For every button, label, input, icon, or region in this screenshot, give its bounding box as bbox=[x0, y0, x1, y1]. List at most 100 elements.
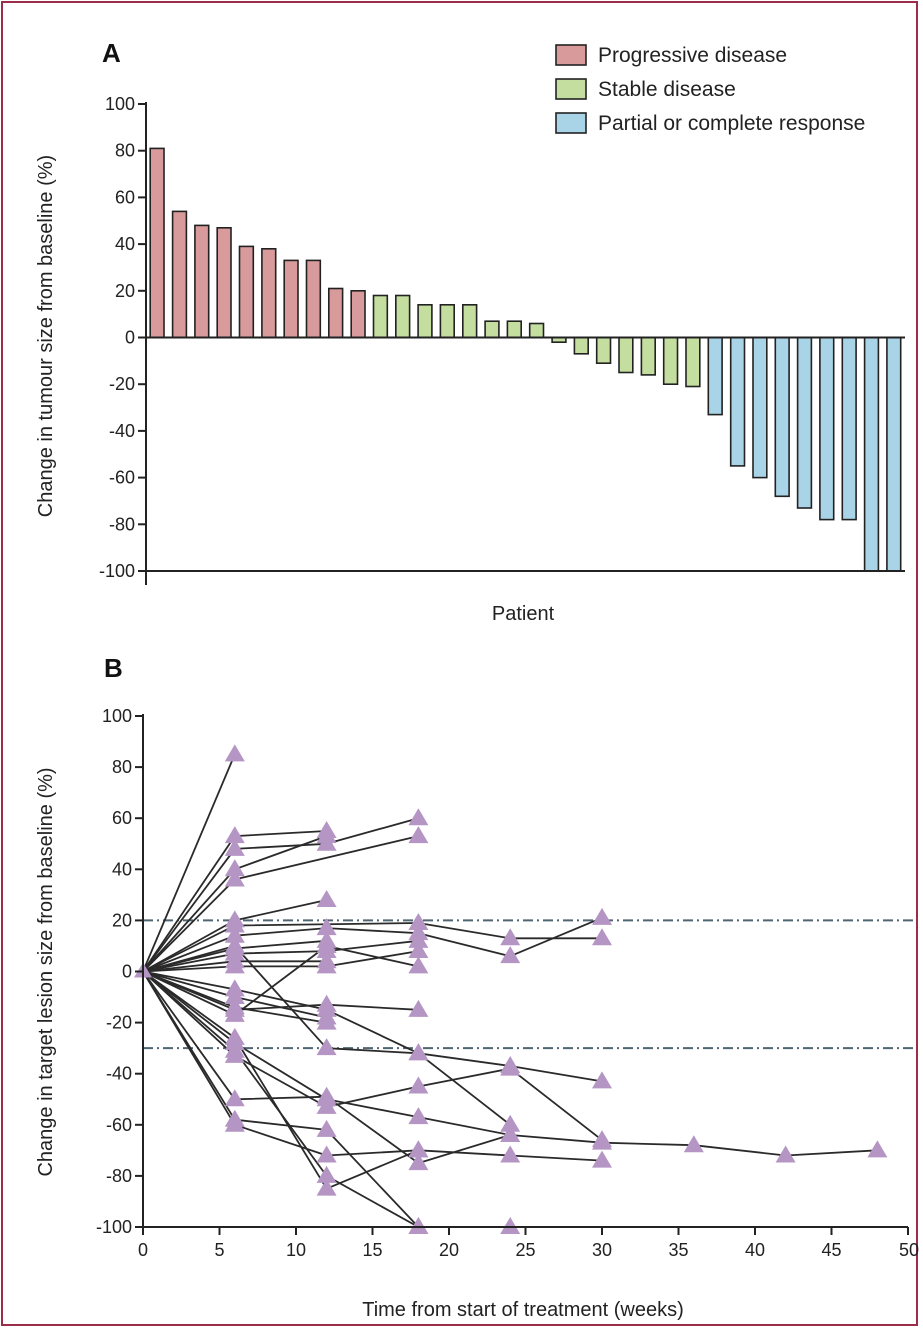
panel-b-x-tick-label: 10 bbox=[286, 1240, 306, 1260]
panel-a-axes: 100 80 60 40 20 0 -20 -40 -60 -80 -100 bbox=[99, 94, 905, 585]
data-point-marker bbox=[224, 956, 245, 974]
bar-patient-4 bbox=[216, 227, 232, 339]
patient-series-line-16 bbox=[142, 970, 419, 1011]
bar-patient-7 bbox=[283, 259, 299, 339]
legend-swatch-sd bbox=[555, 78, 587, 100]
data-point-marker bbox=[316, 994, 337, 1012]
data-point-marker bbox=[224, 935, 245, 953]
data-point-marker bbox=[500, 1145, 521, 1163]
legend-label-pr: Partial or complete response bbox=[598, 112, 865, 135]
panel-b-y-tick-label: 60 bbox=[112, 808, 132, 828]
bar-patient-18 bbox=[528, 322, 545, 339]
bar-patient-23 bbox=[640, 336, 657, 376]
bar-patient-5 bbox=[238, 245, 255, 339]
data-point-marker bbox=[408, 930, 429, 948]
data-point-marker bbox=[408, 808, 429, 826]
data-point-marker bbox=[592, 928, 612, 946]
data-point-marker bbox=[224, 1040, 245, 1058]
bar-patient-9 bbox=[327, 287, 344, 339]
bar-patient-8 bbox=[305, 259, 322, 339]
panel-b-y-tick-label: -20 bbox=[106, 1013, 132, 1033]
patient-series-line-10 bbox=[142, 939, 419, 973]
data-point-marker bbox=[224, 1004, 245, 1022]
legend-swatch-pr bbox=[555, 112, 587, 134]
data-point-marker bbox=[316, 1145, 337, 1163]
bar-patient-1 bbox=[149, 147, 165, 339]
bar-patient-29 bbox=[774, 336, 790, 498]
patient-series-line-19 bbox=[142, 970, 603, 1141]
legend-swatch-pd bbox=[555, 44, 587, 66]
bar-patient-25 bbox=[685, 336, 701, 388]
data-point-marker bbox=[316, 1165, 337, 1183]
panel-b-x-tick-label: 35 bbox=[668, 1240, 688, 1260]
data-point-marker bbox=[592, 1071, 612, 1089]
data-point-marker bbox=[500, 1217, 521, 1234]
panel-b-y-tick-label: 80 bbox=[112, 757, 132, 777]
bar-patient-11 bbox=[372, 294, 389, 339]
panel-b-spider-plot: B 100 80 60 40 20 0 -20 -40 -60 -80 -100 0 5 10 15 20 25… bbox=[35, 653, 919, 1321]
bar-patient-21 bbox=[595, 336, 612, 365]
panel-b-x-tick-label: 0 bbox=[138, 1240, 148, 1260]
bar-patient-14 bbox=[439, 303, 455, 339]
data-point-marker bbox=[500, 1058, 521, 1076]
patient-series-line-22 bbox=[142, 971, 603, 1162]
bar-patient-15 bbox=[461, 303, 478, 339]
bar-patient-30 bbox=[796, 336, 813, 509]
panel-a-y-tick-label: -80 bbox=[109, 514, 135, 534]
panel-b-x-tick-label: 5 bbox=[214, 1240, 224, 1260]
panel-a-bars bbox=[149, 147, 902, 572]
data-point-marker bbox=[408, 1153, 429, 1171]
data-point-marker bbox=[592, 907, 612, 925]
panel-b-x-tick-label: 20 bbox=[439, 1240, 459, 1260]
panel-a-label: A bbox=[102, 38, 121, 68]
panel-a-y-tick-label: 100 bbox=[105, 94, 135, 114]
bar-patient-27 bbox=[729, 336, 746, 467]
data-point-marker bbox=[408, 1043, 429, 1061]
patient-series-line-8 bbox=[142, 916, 603, 973]
bar-patient-16 bbox=[484, 320, 500, 339]
data-point-marker bbox=[500, 946, 521, 964]
data-point-marker bbox=[316, 918, 337, 936]
panel-b-x-tick-label: 30 bbox=[592, 1240, 612, 1260]
panel-a-y-tick-label: 40 bbox=[115, 234, 135, 254]
panel-b-y-tick-label: -60 bbox=[106, 1115, 132, 1135]
panel-a-y-tick-label: 0 bbox=[125, 328, 135, 348]
panel-a-y-axis-label: Change in tumour size from baseline (%) bbox=[35, 155, 57, 517]
data-point-marker bbox=[316, 1086, 337, 1104]
bar-patient-13 bbox=[417, 303, 433, 339]
data-point-marker bbox=[316, 1012, 337, 1030]
panel-a-y-tick-label: -40 bbox=[109, 421, 135, 441]
panel-b-x-tick-label: 25 bbox=[515, 1240, 535, 1260]
panel-b-y-tick-label: 40 bbox=[112, 859, 132, 879]
panel-a-y-tick-label: -100 bbox=[99, 561, 135, 581]
data-point-marker bbox=[408, 1140, 429, 1158]
data-point-marker bbox=[592, 1150, 612, 1168]
legend-label-pd: Progressive disease bbox=[598, 44, 787, 67]
data-point-marker bbox=[316, 1178, 337, 1196]
panel-b-label: B bbox=[104, 653, 123, 683]
data-point-marker bbox=[224, 1027, 245, 1045]
panel-a-waterfall-chart: A Progressive disease Stable disease Parti… bbox=[35, 38, 905, 625]
patient-series-line-17 bbox=[142, 945, 419, 1016]
panel-b-reference-lines bbox=[143, 919, 915, 1050]
data-point-marker bbox=[592, 1132, 612, 1150]
panel-a-y-tick-label: 80 bbox=[115, 141, 135, 161]
panel-b-y-tick-label: -40 bbox=[106, 1064, 132, 1084]
bar-patient-6 bbox=[261, 248, 277, 339]
data-point-marker bbox=[408, 1107, 429, 1125]
panel-b-y-tick-label: 20 bbox=[112, 910, 132, 930]
bar-patient-24 bbox=[662, 336, 679, 386]
bar-patient-2 bbox=[171, 210, 188, 339]
panel-b-markers bbox=[134, 744, 888, 1234]
patient-series-line-3 bbox=[142, 817, 419, 973]
data-point-marker bbox=[500, 1125, 521, 1143]
data-point-marker bbox=[316, 1038, 337, 1056]
data-point-marker bbox=[224, 915, 245, 933]
data-point-marker bbox=[224, 859, 245, 877]
data-point-marker bbox=[224, 1089, 245, 1107]
data-point-marker bbox=[224, 838, 245, 856]
panel-a-y-tick-label: 60 bbox=[115, 187, 135, 207]
panel-b-axes: 100 80 60 40 20 0 -20 -40 -60 -80 -100 0 5 10 15 20 25 30… bbox=[96, 706, 919, 1260]
panel-a-x-axis-label: Patient bbox=[492, 603, 555, 625]
data-point-marker bbox=[224, 987, 245, 1005]
